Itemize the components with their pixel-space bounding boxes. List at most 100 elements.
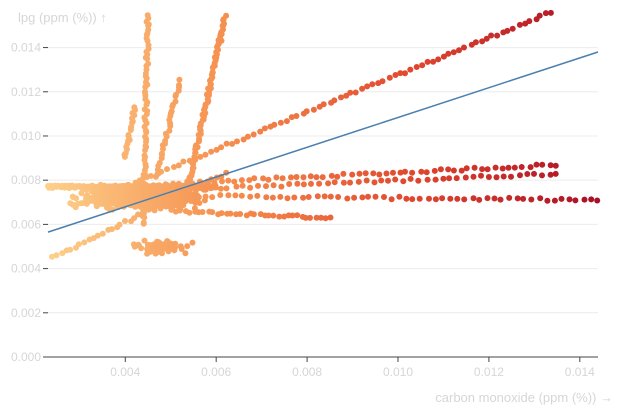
data-point: [516, 21, 523, 28]
data-point: [197, 131, 204, 137]
data-point: [463, 165, 470, 172]
data-point: [547, 162, 554, 169]
data-point: [551, 197, 558, 204]
data-point: [390, 169, 396, 176]
data-point: [132, 107, 139, 113]
data-point: [300, 174, 307, 181]
data-point: [363, 177, 370, 184]
grid-layer: [48, 47, 598, 314]
data-point: [388, 196, 395, 203]
data-point: [213, 51, 220, 58]
x-tick-label: 0.008: [292, 365, 322, 379]
data-point: [276, 213, 283, 220]
data-point: [445, 50, 452, 57]
data-point: [365, 193, 371, 200]
data-point: [212, 184, 219, 191]
data-point: [450, 167, 457, 174]
data-point: [313, 214, 320, 221]
data-point: [53, 252, 60, 259]
data-point: [283, 118, 290, 125]
y-tick-label: 0.000: [11, 350, 41, 364]
data-point: [223, 12, 230, 19]
data-point: [431, 167, 438, 174]
data-point: [472, 39, 479, 46]
data-point: [180, 158, 187, 165]
data-point: [588, 196, 595, 203]
data-point: [494, 32, 501, 39]
data-point: [142, 163, 149, 170]
data-point: [142, 154, 149, 160]
data-point: [407, 66, 414, 73]
y-tick-label: 0.006: [11, 217, 41, 231]
data-point: [547, 171, 554, 178]
data-point: [488, 32, 495, 39]
data-point: [325, 180, 332, 187]
data-point: [144, 55, 151, 62]
data-point: [145, 60, 152, 67]
data-point: [167, 123, 174, 129]
data-point: [263, 194, 270, 201]
data-point: [265, 212, 272, 219]
data-point: [313, 174, 320, 181]
data-point: [239, 182, 246, 189]
data-point: [218, 31, 225, 37]
data-point: [218, 210, 225, 217]
data-point: [277, 119, 284, 126]
data-point: [470, 173, 477, 180]
data-point: [141, 237, 148, 244]
data-point: [392, 176, 399, 183]
data-point: [334, 173, 341, 180]
data-point: [362, 170, 369, 177]
data-point: [484, 166, 491, 173]
data-point: [416, 195, 423, 202]
data-point: [307, 214, 313, 221]
data-point: [440, 175, 447, 182]
data-point: [164, 166, 170, 173]
data-point: [265, 176, 272, 183]
data-point: [122, 218, 128, 224]
data-point: [217, 192, 224, 198]
data-point: [195, 194, 202, 201]
data-point: [144, 108, 151, 114]
data-point: [355, 178, 362, 185]
data-point: [327, 193, 334, 200]
data-point: [462, 174, 469, 181]
data-point: [370, 170, 377, 177]
data-point: [321, 193, 328, 200]
data-point: [232, 192, 239, 199]
data-point: [255, 182, 261, 189]
data-point: [493, 174, 500, 181]
data-point: [144, 99, 151, 106]
data-point: [140, 219, 147, 226]
data-point: [271, 121, 278, 128]
data-point: [281, 213, 288, 220]
data-point: [260, 175, 267, 182]
data-point: [145, 45, 152, 52]
data-point: [218, 37, 225, 44]
data-point: [124, 146, 130, 153]
data-point: [171, 164, 177, 170]
data-point: [196, 200, 203, 206]
data-point: [558, 195, 565, 202]
data-point: [328, 172, 335, 179]
data-point: [246, 177, 253, 184]
data-point: [288, 174, 294, 181]
data-point: [250, 131, 257, 138]
data-point: [286, 181, 293, 187]
data-point: [539, 161, 546, 168]
data-point: [300, 194, 307, 201]
data-point: [225, 192, 232, 199]
data-point: [291, 194, 298, 201]
data-point: [144, 51, 151, 58]
data-point: [319, 174, 326, 181]
data-point: [270, 182, 277, 189]
data-point: [307, 173, 314, 180]
data-point: [447, 195, 454, 202]
data-point: [386, 74, 393, 81]
data-point: [273, 174, 280, 181]
data-point: [186, 209, 193, 216]
data-point: [257, 128, 264, 135]
data-point: [403, 195, 410, 202]
y-tick-label: 0.008: [11, 173, 41, 187]
data-point: [415, 177, 422, 184]
